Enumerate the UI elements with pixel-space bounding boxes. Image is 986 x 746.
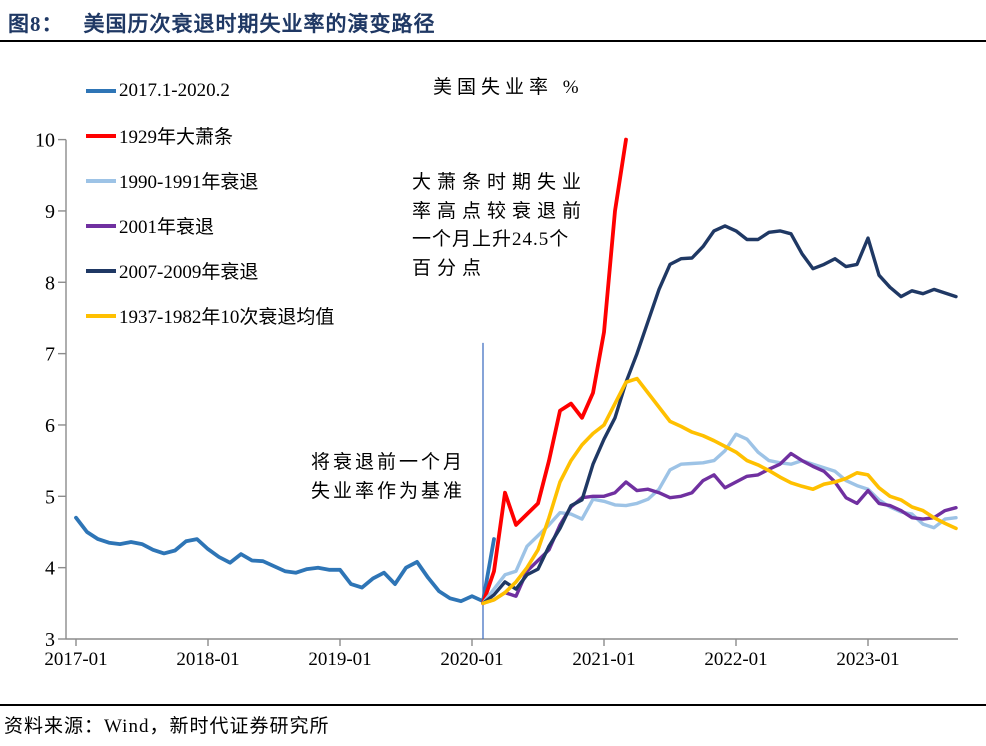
svg-text:2022-01: 2022-01 [704,649,767,670]
annotation-line: 失业率作为基准 [311,481,466,502]
legend-label: 1937-1982年10次衰退均值 [119,307,335,328]
legend-label: 2017.1-2020.2 [119,79,230,101]
legend-item: 2001年衰退 [86,203,334,248]
legend-item: 1990-1991年衰退 [86,158,334,203]
svg-text:2019-01: 2019-01 [308,649,371,670]
legend-swatch [86,313,116,318]
legend-swatch [86,133,116,138]
legend-item: 2017.1-2020.2 [86,68,334,113]
source-note: 资料来源：Wind，新时代证券研究所 [4,716,330,737]
svg-text:4: 4 [45,558,55,580]
legend-swatch [86,268,116,273]
figure-title: 美国历次衰退时期失业率的演变路径 [83,12,436,36]
footer-divider [0,704,986,706]
annotation-line: 将衰退前一个月 [311,452,466,473]
svg-text:5: 5 [45,486,55,508]
legend-item: 2007-2009年衰退 [86,248,334,293]
svg-text:2017-01: 2017-01 [44,649,107,670]
legend-swatch [86,178,116,183]
figure-title-row: 图8： 美国历次衰退时期失业率的演变路径 [8,8,436,38]
legend-item: 1929年大萧条 [86,113,334,158]
svg-text:10: 10 [35,130,55,152]
svg-text:8: 8 [45,272,55,294]
annotation-line: 一个月上升24.5个 [412,229,570,250]
legend-item: 1937-1982年10次衰退均值 [86,293,334,338]
annotation-line: 大萧条时期失业 [412,172,588,193]
depression-annotation: 大萧条时期失业 率高点较衰退前 一个月上升24.5个 百分点 [412,169,587,283]
svg-text:2023-01: 2023-01 [836,649,899,670]
legend-label: 1990-1991年衰退 [119,172,259,193]
svg-text:2018-01: 2018-01 [176,649,239,670]
legend-swatch [86,88,116,93]
baseline-annotation: 将衰退前一个月 失业率作为基准 [311,448,465,506]
svg-text:2020-01: 2020-01 [440,649,503,670]
svg-text:3: 3 [45,629,55,651]
annotation-line: 百分点 [412,257,488,279]
legend-swatch [86,223,116,228]
svg-text:2021-01: 2021-01 [572,649,635,670]
chart-legend: 2017.1-2020.2 1929年大萧条 1990-1991年衰退 2001… [86,68,334,338]
legend-label: 2001年衰退 [119,217,215,238]
legend-label: 2007-2009年衰退 [119,262,259,283]
svg-text:7: 7 [45,344,55,366]
figure-label: 图8： [8,12,64,36]
chart-subtitle: 美国失业率 % [433,77,584,98]
title-divider [0,40,986,42]
svg-text:6: 6 [45,415,55,437]
legend-label: 1929年大萧条 [119,127,234,148]
svg-text:9: 9 [45,201,55,223]
annotation-line: 率高点较衰退前 [412,200,588,222]
